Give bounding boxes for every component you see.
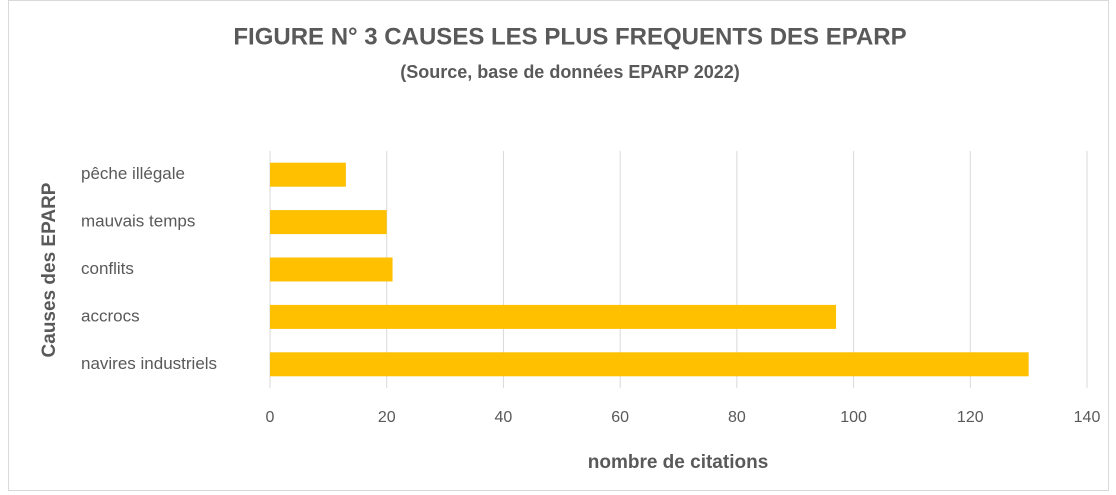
y-tick-label: pêche illégale	[81, 164, 185, 183]
bar	[270, 257, 393, 282]
y-tick-label: navires industriels	[81, 354, 217, 373]
x-tick-label: 0	[266, 409, 275, 426]
bar	[270, 304, 837, 329]
y-tick-label: mauvais temps	[81, 212, 195, 231]
x-axis-label: nombre de citations	[588, 452, 769, 473]
y-axis-label: Causes des EPARP	[39, 182, 60, 357]
x-tick-label: 20	[378, 409, 396, 426]
y-tick-label: accrocs	[81, 306, 140, 325]
x-tick-label: 100	[840, 409, 867, 426]
x-tick-label: 140	[1074, 409, 1101, 426]
chart-border	[8, 0, 1109, 491]
x-tick-label: 40	[495, 409, 513, 426]
chart-title: FIGURE N° 3 CAUSES LES PLUS FREQUENTS DE…	[233, 23, 906, 50]
chart-subtitle: (Source, base de données EPARP 2022)	[400, 62, 739, 82]
x-tick-label: 60	[611, 409, 629, 426]
bar	[270, 210, 387, 235]
bar	[270, 352, 1029, 377]
y-tick-label: conflits	[81, 259, 134, 278]
bar	[270, 162, 346, 187]
x-tick-label: 80	[728, 409, 746, 426]
x-tick-label: 120	[957, 409, 984, 426]
